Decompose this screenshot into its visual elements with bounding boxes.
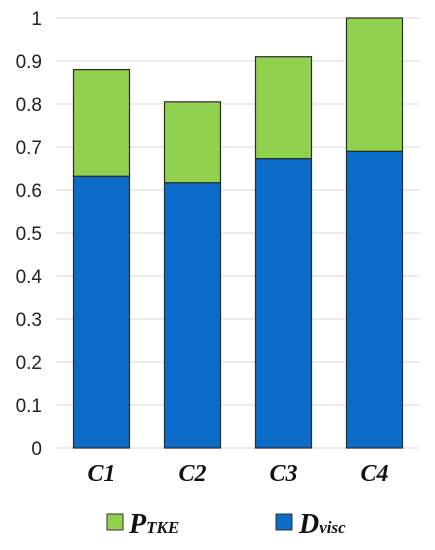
- bars: [72, 17, 404, 449]
- x-tick-label: C3: [269, 461, 297, 487]
- legend-label-dvisc: Dvisc: [298, 509, 346, 540]
- y-tick-label: 0: [31, 439, 42, 460]
- y-tick-label: 0.4: [16, 267, 43, 288]
- bar-c3-dvisc: [254, 158, 313, 449]
- legend-swatch-dvisc: [275, 513, 293, 531]
- bar-c4-dvisc: [345, 150, 404, 449]
- y-tick-label: 0.9: [16, 52, 42, 73]
- legend-dvisc-main: D: [298, 509, 319, 540]
- x-tick-label: C4: [360, 461, 388, 487]
- y-tick-label: 0.3: [16, 310, 42, 331]
- x-tick-label: C1: [87, 461, 115, 487]
- bar-c2-ptke: [163, 101, 222, 184]
- x-tick-label: C2: [178, 461, 206, 487]
- y-tick-label: 0.1: [16, 396, 42, 417]
- bar-c1-dvisc: [72, 175, 131, 449]
- legend-ptke-main: P: [128, 509, 147, 540]
- y-tick-label: 0.8: [16, 95, 42, 116]
- y-axis-tick-labels: 0 0.1 0.2 0.3 0.4 0.5 0.6 0.7 0.8 0.9 1: [16, 9, 43, 460]
- y-tick-label: 0.2: [16, 353, 42, 374]
- x-axis-tick-labels: C1 C2 C3 C4: [87, 461, 388, 487]
- y-tick-label: 1: [31, 9, 42, 30]
- bar-c2-dvisc: [163, 182, 222, 449]
- bar-c1-ptke: [72, 68, 131, 177]
- y-tick-label: 0.7: [16, 138, 42, 159]
- y-tick-label: 0.6: [16, 181, 42, 202]
- legend-label-ptke: PTKE: [128, 509, 179, 540]
- legend: PTKE Dvisc: [106, 509, 346, 540]
- y-tick-label: 0.5: [16, 224, 42, 245]
- legend-dvisc-sub: visc: [319, 518, 346, 537]
- legend-ptke-sub: TKE: [146, 518, 179, 537]
- legend-swatch-ptke: [106, 513, 124, 531]
- bar-c3-ptke: [254, 56, 313, 160]
- bar-c4-ptke: [345, 17, 404, 152]
